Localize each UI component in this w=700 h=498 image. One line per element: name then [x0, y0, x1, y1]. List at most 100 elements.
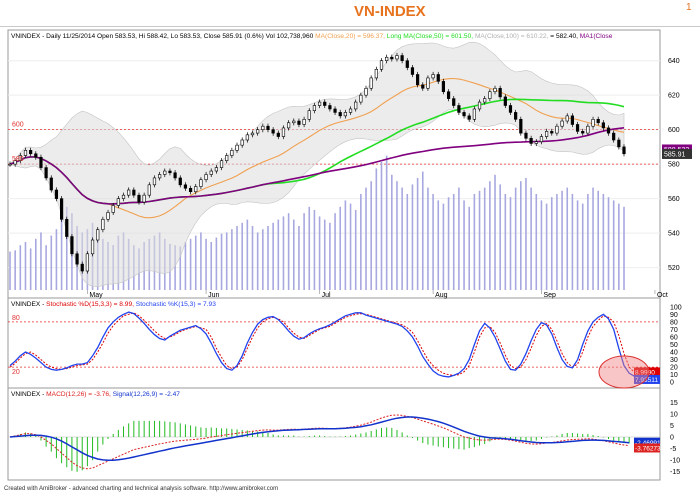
volume-bar — [60, 219, 63, 290]
volume-bar — [576, 200, 579, 290]
price-candle — [348, 108, 353, 113]
volume-bar — [318, 216, 321, 290]
volume-bar — [571, 194, 574, 290]
volume-bar — [184, 242, 187, 290]
price-candle — [529, 137, 533, 144]
stochastic-k-line — [9, 311, 640, 378]
oversold-highlight-circle — [598, 355, 650, 389]
price-candle — [8, 163, 12, 166]
volume-bar — [174, 245, 176, 290]
stochastic-title-part: Stochastic %D(15,3,3) = 8.99, — [46, 301, 136, 308]
volume-bar — [520, 181, 522, 290]
volume-bar — [9, 251, 11, 290]
stochastic-title-part: Stochastic %K(15,3) = 7.93 — [136, 301, 216, 308]
macd-title-part: VNINDEX - — [11, 391, 46, 398]
volume-bar — [200, 232, 202, 290]
price-candle — [281, 127, 286, 137]
chart-area: 520540560580600620640600580588.532585.91… — [7, 29, 692, 481]
price-candle — [591, 119, 595, 127]
price-reference-label: 580 — [12, 156, 24, 163]
price-panel-title: VNINDEX - Daily 11/25/2014 Open 583.53, … — [11, 33, 613, 40]
volume-bar — [550, 197, 553, 290]
price-candle — [514, 112, 518, 120]
volume-bar — [592, 187, 594, 290]
price-candle — [75, 253, 79, 265]
price-candle — [488, 91, 492, 99]
price-candle — [85, 253, 89, 272]
volume-bar — [313, 210, 316, 290]
price-candle — [209, 170, 213, 175]
price-candle — [354, 101, 358, 110]
volume-bar — [478, 190, 481, 290]
price-y-tick-label: 520 — [668, 265, 680, 272]
volume-bar — [468, 206, 471, 290]
price-y-tick-label: 640 — [668, 58, 680, 65]
price-candle — [493, 87, 497, 93]
volume-bar — [287, 213, 290, 290]
volume-bar — [540, 200, 543, 290]
price-y-tick-label: 620 — [668, 93, 680, 100]
volume-bar — [437, 200, 440, 290]
volume-bar — [483, 187, 486, 290]
price-candle — [596, 119, 600, 124]
macd-title-part: MACD(12,26) = -3.76, — [46, 391, 113, 398]
price-candle — [395, 55, 399, 60]
stochastic-reference-label: 80 — [12, 315, 20, 322]
volume-bar — [597, 190, 600, 290]
stochastic-panel-frame — [7, 297, 661, 389]
price-candle — [467, 115, 471, 120]
volume-bar — [19, 245, 22, 290]
month-label: Jun — [208, 292, 219, 299]
macd-last-value: -3.76273 — [635, 446, 661, 453]
month-label: Oct — [657, 292, 668, 299]
price-candle — [338, 112, 342, 117]
price-candle — [477, 101, 482, 110]
volume-bar — [251, 226, 254, 290]
price-candle — [555, 125, 559, 134]
volume-bar — [427, 187, 429, 290]
price-candle — [168, 170, 172, 174]
price-candle — [364, 87, 368, 96]
price-candle — [13, 160, 17, 165]
price-candle — [111, 205, 115, 213]
volume-bar — [406, 194, 409, 290]
price-candle — [188, 187, 193, 193]
volume-bar — [509, 197, 512, 290]
volume-bar — [365, 187, 367, 290]
price-title-part: MA(Close,20) = 596.37, — [315, 33, 387, 40]
price-candle — [498, 87, 502, 98]
price-candle — [261, 125, 265, 130]
price-candle — [132, 189, 136, 196]
price-candle — [163, 170, 167, 175]
price-candle — [606, 127, 611, 134]
price-candle — [431, 74, 435, 79]
volume-bar — [375, 168, 378, 290]
price-title-part: VNINDEX - Daily 11/25/2014 Open 583.53, … — [11, 33, 315, 40]
volume-bar — [50, 235, 53, 290]
volume-bar — [618, 203, 620, 290]
signal-line — [9, 416, 630, 461]
price-candle — [245, 134, 249, 141]
volume-bar — [473, 194, 476, 290]
price-candle — [235, 144, 239, 151]
price-candle — [565, 115, 569, 122]
stochastic-y-tick-label: 20 — [670, 365, 678, 372]
volume-bar — [463, 200, 465, 290]
volume-bar — [179, 246, 182, 290]
volume-bar — [354, 210, 357, 290]
macd-y-tick-label: 0 — [670, 435, 674, 442]
volume-bar — [489, 181, 491, 290]
macd-y-tick-label: 15 — [670, 400, 678, 407]
volume-bar — [349, 203, 352, 290]
price-candle — [317, 101, 322, 106]
price-candle — [612, 132, 616, 141]
price-candle — [575, 124, 580, 132]
price-candle — [152, 177, 157, 186]
price-candle — [214, 167, 218, 172]
price-candle — [116, 198, 120, 206]
price-candle — [70, 236, 74, 255]
volume-bar — [236, 226, 238, 290]
volume-bar — [241, 222, 243, 290]
volume-bar — [411, 184, 414, 290]
volume-bar — [607, 197, 610, 290]
